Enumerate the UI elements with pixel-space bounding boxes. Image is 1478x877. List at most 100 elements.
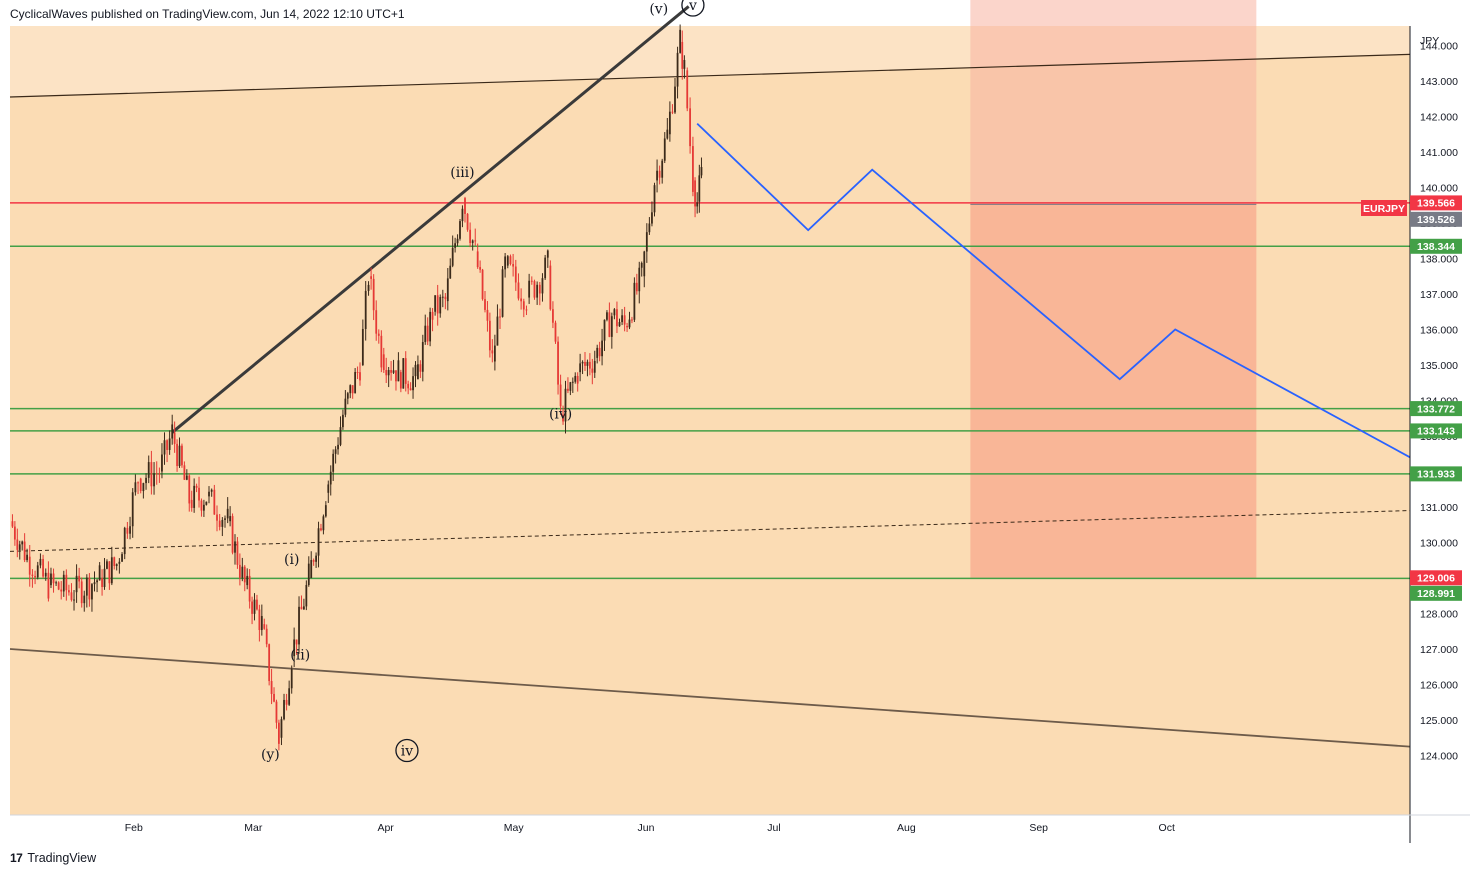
candle-body	[21, 541, 24, 545]
candle-body	[474, 240, 477, 242]
candle-body	[337, 444, 339, 450]
x-tick-label: Jul	[767, 822, 780, 834]
candle-body	[205, 501, 208, 505]
candle-body	[310, 560, 313, 578]
candle-body	[610, 316, 613, 337]
candle-body	[137, 482, 139, 484]
candle-body	[402, 358, 405, 389]
candle-body	[454, 243, 457, 248]
candle-body	[520, 298, 523, 302]
candle-body	[115, 564, 118, 567]
candle-body	[679, 29, 682, 53]
price-label-box	[1410, 238, 1462, 254]
candle-body	[390, 370, 392, 373]
price-label-text: 133.143	[1417, 426, 1455, 438]
candle-body	[246, 575, 249, 586]
price-axis-labels: 139.566 139.526 138.344 133.772 133.143 131.9…	[1410, 195, 1462, 601]
y-tick-label: 143.000	[1420, 76, 1458, 88]
candle-body	[486, 309, 489, 321]
candle-body	[139, 478, 142, 492]
candle-body	[643, 251, 646, 277]
candle-body	[671, 111, 674, 113]
candle-body	[491, 350, 494, 354]
candle-body	[525, 309, 528, 311]
wave-labels: (i) (ii) (iii) (iv) (v) (y) v iv	[261, 0, 705, 763]
x-axis-ticks: Feb Mar Apr May Jun Jul Aug Sep Oct	[125, 822, 1175, 834]
candle-body	[546, 250, 549, 258]
symbol-badge[interactable]: EURJPY	[1361, 200, 1407, 216]
candle-body	[456, 238, 459, 244]
candle-body	[236, 541, 239, 565]
candle-body	[142, 483, 145, 492]
candle-body	[288, 688, 291, 705]
candle-body	[469, 229, 472, 244]
candle-body	[579, 363, 582, 373]
candle-body	[342, 414, 344, 428]
candle-body	[700, 167, 703, 176]
candle-body	[517, 282, 520, 299]
price-label-text: 139.566	[1417, 198, 1455, 210]
candle-body	[121, 554, 123, 562]
candle-body	[488, 320, 491, 351]
candle-body	[243, 566, 246, 583]
publish-header: CyclicalWaves published on TradingView.c…	[10, 7, 405, 21]
candle-body	[47, 572, 50, 599]
candle-body	[88, 577, 91, 600]
candle-body	[324, 505, 327, 517]
price-label-text: 138.344	[1417, 241, 1455, 253]
candle-body	[414, 364, 417, 377]
candle-body	[229, 516, 232, 522]
candle-body	[241, 566, 244, 578]
wave-label: (iv)	[549, 406, 572, 422]
candle-body	[653, 185, 656, 213]
candle-body	[312, 560, 315, 562]
candle-body	[103, 568, 106, 588]
x-tick-label: Mar	[244, 822, 263, 834]
candle-body	[55, 582, 57, 584]
x-tick-label: Apr	[377, 822, 394, 834]
y-tick-label: 144.000	[1420, 41, 1458, 53]
candle-body	[412, 376, 414, 391]
candle-body	[349, 385, 352, 394]
candle-body	[208, 491, 210, 497]
candle-body	[354, 372, 357, 394]
candle-body	[85, 577, 88, 596]
candle-body	[23, 541, 26, 561]
candle-body	[559, 384, 562, 407]
candle-body	[481, 269, 484, 300]
candle-body	[73, 599, 75, 601]
candle-body	[344, 398, 347, 415]
candle-body	[616, 309, 618, 327]
candle-body	[608, 312, 611, 337]
x-tick-label: Oct	[1159, 822, 1175, 834]
y-tick-label: 124.000	[1420, 751, 1458, 763]
candle-body	[591, 368, 594, 373]
candle-body	[661, 160, 664, 178]
candle-body	[36, 565, 39, 578]
candle-body	[668, 111, 671, 135]
candle-body	[446, 278, 449, 302]
candle-body	[530, 280, 533, 282]
candle-body	[576, 375, 579, 384]
candle-body	[596, 347, 599, 358]
brand-footer[interactable]: 17 TradingView	[10, 851, 96, 865]
candle-body	[459, 221, 461, 239]
candle-body	[31, 574, 34, 576]
candle-body	[364, 290, 367, 329]
candle-body	[161, 454, 163, 472]
candle-body	[307, 563, 310, 585]
candle-body	[329, 471, 332, 485]
x-tick-label: Sep	[1029, 822, 1048, 834]
candle-body	[44, 572, 47, 577]
tradingview-logo-icon: 17	[10, 851, 23, 865]
candle-body	[562, 414, 564, 422]
candle-body	[265, 628, 268, 645]
candle-body	[193, 485, 196, 508]
price-label-box	[1410, 466, 1462, 482]
candle-body	[334, 449, 337, 454]
candle-body	[147, 462, 150, 478]
candle-body	[451, 247, 454, 266]
candle-body	[538, 284, 541, 294]
candle-body	[248, 575, 251, 602]
